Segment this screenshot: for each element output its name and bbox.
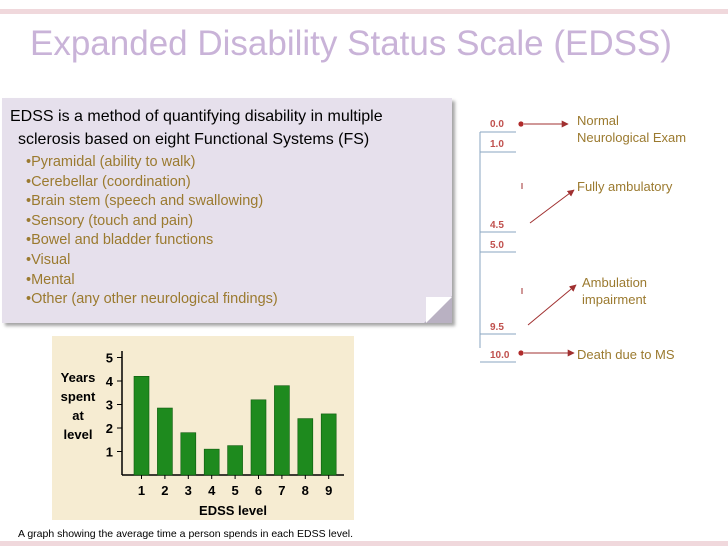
scale-label-5-0: 5.0 (490, 240, 504, 251)
bar-level-5 (227, 445, 243, 476)
y-axis-label-line: at (72, 408, 84, 423)
normal-dot (518, 121, 524, 127)
ambulation-impairment-label: Ambulation impairment (582, 274, 647, 308)
fs-item-bowel-bladder: •Bowel and bladder functions (26, 232, 214, 249)
y-tick-label: 2 (106, 421, 113, 436)
scale-label-4-5: 4.5 (490, 220, 504, 231)
ambulatory-arrow-lower (529, 189, 575, 224)
y-tick-label: 4 (106, 374, 114, 389)
bar-level-8 (297, 418, 314, 476)
death-dot (518, 350, 524, 356)
bar-level-1 (133, 375, 150, 476)
x-tick-label: 9 (325, 483, 332, 498)
intro-line-2: sclerosis based on eight Functional Syst… (18, 131, 370, 148)
x-tick-label: 1 (138, 483, 145, 498)
fully-ambulatory-label: Fully ambulatory (577, 179, 673, 194)
fs-item-pyramidal: •Pyramidal (ability to walk) (26, 154, 196, 170)
x-axis-label: EDSS level (199, 503, 267, 518)
death-label: Death due to MS (577, 347, 675, 362)
x-tick-label: 3 (185, 483, 192, 498)
chart-caption: A graph showing the average time a perso… (18, 528, 354, 540)
slide-title: Expanded Disability Status Scale (EDSS) (30, 24, 672, 63)
fs-description-box (2, 98, 452, 323)
top-rule (0, 9, 728, 14)
fs-item-brain-stem: •Brain stem (speech and swallowing) (26, 193, 264, 210)
bar-level-7 (274, 385, 290, 476)
normal-label-line-1: Normal (577, 113, 619, 128)
impairment-label-line-2: impairment (582, 292, 647, 307)
bar-level-6 (250, 399, 267, 476)
scale-label-1-0: 1.0 (490, 139, 504, 150)
edss-scale-diagram: 0.0 1.0 4.5 5.0 9.5 10.0 (479, 119, 577, 363)
bar-level-3 (180, 432, 197, 476)
y-tick-label: 5 (106, 351, 113, 366)
y-axis-label-line: level (64, 427, 93, 442)
impairment-label-line-1: Ambulation (582, 275, 648, 290)
y-tick-label: 3 (106, 398, 113, 413)
normal-exam-label: Normal Neurological Exam (577, 112, 686, 146)
normal-label-line-2: Neurological Exam (577, 130, 687, 145)
bottom-rule (0, 541, 728, 546)
fs-item-cerebellar: •Cerebellar (coordination) (26, 173, 191, 190)
fs-item-visual: •Visual (26, 251, 71, 268)
scale-label-0-0: 0.0 (490, 119, 504, 130)
y-axis-label-line: Years (61, 370, 96, 385)
bar-level-9 (320, 413, 337, 476)
bar-level-4 (203, 448, 220, 476)
page-curl (426, 297, 452, 323)
functional-systems-list: •Pyramidal (ability to walk) •Cerebellar… (26, 153, 278, 310)
y-tick-label: 1 (106, 445, 113, 460)
fs-item-mental: •Mental (26, 271, 75, 288)
scale-label-10-0: 10.0 (490, 350, 510, 361)
scale-label-9-5: 9.5 (490, 322, 504, 333)
x-tick-label: 5 (231, 483, 238, 498)
x-tick-label: 6 (255, 483, 262, 498)
bar-level-2 (157, 407, 173, 476)
x-tick-label: 7 (278, 483, 285, 498)
intro-line-1: EDSS is a method of quantifying disabili… (10, 108, 383, 125)
x-tick-label: 4 (208, 483, 216, 498)
impairment-arrow (527, 284, 577, 326)
fs-item-sensory: •Sensory (touch and pain) (26, 212, 194, 229)
y-axis-label-line: spent (61, 389, 96, 404)
fs-item-other: •Other (any other neurological findings) (26, 291, 278, 308)
top-band (0, 0, 728, 9)
x-tick-label: 8 (302, 483, 309, 498)
x-tick-label: 2 (161, 483, 168, 498)
intro-text: EDSS is a method of quantifying disabili… (10, 105, 450, 151)
